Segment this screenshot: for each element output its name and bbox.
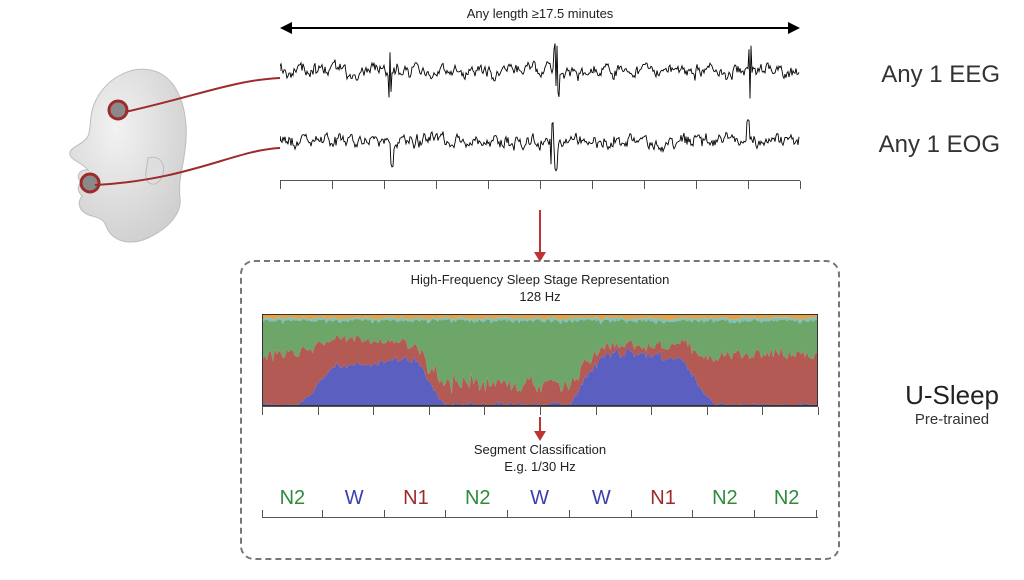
segment-cell: W bbox=[509, 482, 571, 517]
arrow-down-icon bbox=[534, 210, 546, 262]
segment-cell: N2 bbox=[262, 482, 324, 517]
signal-panel: Any 1 EEG Any 1 EOG bbox=[280, 40, 800, 196]
segment-cell: N1 bbox=[633, 482, 695, 517]
usleep-sub: Pre-trained bbox=[905, 411, 999, 428]
signal-eog: Any 1 EOG bbox=[280, 110, 800, 180]
spectrogram bbox=[262, 314, 818, 406]
signal-eeg-label: Any 1 EEG bbox=[881, 61, 1000, 89]
segment-cell: W bbox=[324, 482, 386, 517]
usleep-label: U-Sleep Pre-trained bbox=[905, 380, 999, 428]
segment-row: N2WN1N2WWN1N2N2 bbox=[262, 482, 818, 518]
segment-cell: N2 bbox=[447, 482, 509, 517]
diagram-root: Any length ≥17.5 minutes Any 1 EEG Any 1… bbox=[0, 0, 1024, 580]
arrow-down-small-icon bbox=[534, 417, 546, 441]
arrow-right-icon bbox=[788, 22, 800, 34]
usleep-main: U-Sleep bbox=[905, 380, 999, 411]
usleep-box: High-Frequency Sleep Stage Representatio… bbox=[240, 260, 840, 560]
length-indicator: Any length ≥17.5 minutes bbox=[280, 6, 800, 35]
segment-cell: N2 bbox=[756, 482, 818, 517]
segment-cell: W bbox=[571, 482, 633, 517]
signal-eog-label: Any 1 EOG bbox=[879, 131, 1000, 159]
box-title: High-Frequency Sleep Stage Representatio… bbox=[262, 272, 818, 306]
segment-title: Segment Classification E.g. 1/30 Hz bbox=[262, 442, 818, 476]
signal-eeg: Any 1 EEG bbox=[280, 40, 800, 110]
segment-cell: N1 bbox=[386, 482, 448, 517]
arrow-left-icon bbox=[280, 22, 292, 34]
segment-cell: N2 bbox=[694, 482, 756, 517]
signal-time-axis bbox=[280, 180, 800, 196]
length-label: Any length ≥17.5 minutes bbox=[280, 6, 800, 21]
